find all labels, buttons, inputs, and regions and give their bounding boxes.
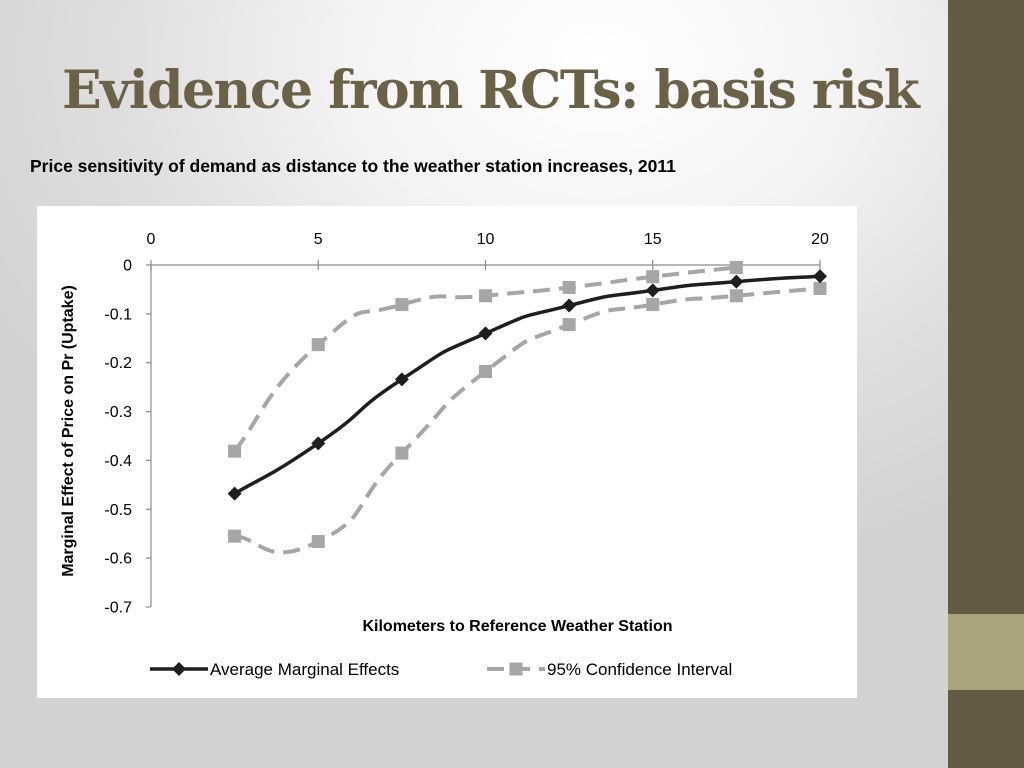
marginal-effects-chart: 0 5 10 15 20 0 -0.1 -0.2 -0.3 -0.4 -0.5 -0.6 -0.7 Mar… xyxy=(60,231,829,679)
legend-average-marker xyxy=(172,662,186,676)
x-tick-label: 15 xyxy=(644,231,662,248)
chart-subtitle: Price sensitivity of demand as distance … xyxy=(30,156,676,176)
ci-point-marker xyxy=(311,338,325,352)
y-tick-label: -0.3 xyxy=(104,404,132,421)
y-tick-label: -0.5 xyxy=(104,502,132,519)
ci-point-marker xyxy=(562,280,576,294)
y-tick-label: -0.1 xyxy=(104,306,132,323)
side-bar-bottom-block xyxy=(948,690,1024,768)
x-tick-label: 20 xyxy=(811,231,829,248)
y-tick-label: -0.2 xyxy=(104,355,132,372)
ci-point-marker xyxy=(479,365,492,379)
legend-ci-marker xyxy=(509,662,523,676)
average-point-marker xyxy=(562,298,577,313)
average-point-marker xyxy=(729,274,744,289)
ci-series-line xyxy=(234,286,821,555)
x-tick-label: 5 xyxy=(314,231,323,248)
average-point-marker xyxy=(478,326,493,341)
ci-point-marker xyxy=(562,318,576,332)
ci-point-marker xyxy=(813,281,827,295)
ci-point-marker xyxy=(646,298,660,312)
average-series-line xyxy=(233,274,821,496)
y-tick-label: 0 xyxy=(123,258,132,275)
slide-title: Evidence from RCTs: basis risk xyxy=(62,60,920,121)
ci-point-marker xyxy=(395,298,409,312)
legend-average-label: Average Marginal Effects xyxy=(210,660,399,679)
x-axis-title: Kilometers to Reference Weather Station xyxy=(362,618,672,635)
y-tick-label: -0.7 xyxy=(104,600,132,617)
average-point-marker xyxy=(813,269,827,284)
average-point-marker xyxy=(394,372,409,387)
average-point-marker xyxy=(227,486,242,501)
side-bar-middle-block xyxy=(948,614,1024,690)
side-bar-top-block xyxy=(948,0,1024,614)
ci-point-marker xyxy=(228,529,242,543)
side-decoration-bar xyxy=(948,0,1024,768)
average-point-marker xyxy=(311,436,326,451)
y-tick-label: -0.6 xyxy=(104,551,132,568)
chart-panel: 0 5 10 15 20 0 -0.1 -0.2 -0.3 -0.4 -0.5 -0.6 -0.7 Mar… xyxy=(37,206,857,698)
ci-point-marker xyxy=(228,444,242,458)
y-axis-title: Marginal Effect of Price on Pr (Uptake) xyxy=(60,285,77,577)
x-tick-label: 10 xyxy=(477,231,495,248)
x-tick-label: 0 xyxy=(147,231,156,248)
ci-point-marker xyxy=(395,446,409,460)
ci-point-marker xyxy=(729,289,743,303)
ci-point-marker xyxy=(646,270,660,284)
ci-point-marker xyxy=(729,260,743,274)
average-point-marker xyxy=(645,283,660,298)
legend-ci-label: 95% Confidence Interval xyxy=(547,660,732,679)
ci-point-marker xyxy=(479,289,492,303)
y-tick-label: -0.4 xyxy=(104,453,132,470)
ci-point-marker xyxy=(311,535,325,549)
